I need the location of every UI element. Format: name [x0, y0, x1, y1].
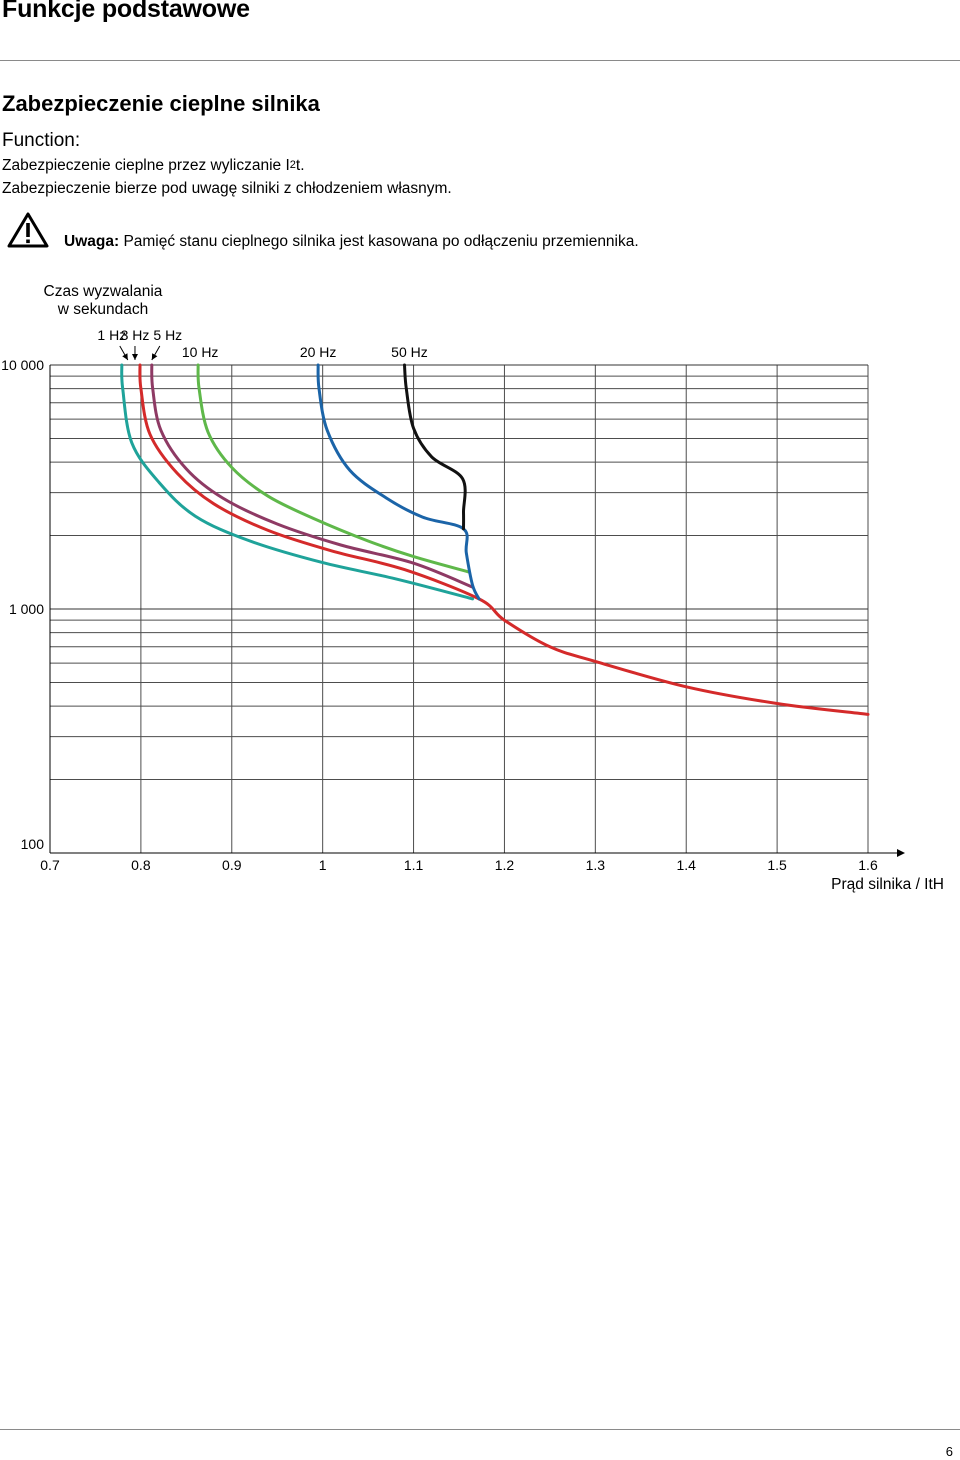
x-tick-label: 1.2 [495, 857, 515, 873]
series-curve-20-hz [316, 363, 481, 601]
series-label-50-hz: 50 Hz [391, 344, 428, 360]
series-curve-50-hz [403, 363, 467, 531]
chart-axes [49, 365, 905, 857]
description-line-1-superscript: 2 [289, 159, 296, 171]
warning-note-label: Uwaga: [64, 233, 120, 250]
series-label-5-hz: 5 Hz [153, 327, 182, 343]
description-line-1-prefix: Zabezpieczenie cieplne przez wyliczanie … [2, 157, 290, 174]
series-label-1-hz: 1 Hz [97, 327, 126, 343]
series-curve-10-hz [196, 363, 470, 574]
series-label-10-hz: 10 Hz [182, 344, 219, 360]
y-axis-label-line-2: w sekundach [57, 301, 148, 318]
series-label-20-hz: 20 Hz [300, 344, 337, 360]
page-footer: 6 [0, 1429, 960, 1460]
description-line-2: Zabezpieczenie bierze pod uwagę silniki … [2, 180, 452, 197]
description-line-1-suffix: t. [295, 157, 305, 174]
series-label-3-hz: 3 Hz [121, 327, 150, 343]
section-title: Zabezpieczenie cieplne silnika [2, 91, 320, 116]
series-curve-1-hz [120, 363, 475, 601]
x-tick-label: 0.8 [131, 857, 151, 873]
function-label: Function: [2, 130, 81, 151]
warning-note: Uwaga: Pamięć stanu cieplnego silnika je… [64, 233, 639, 251]
page-title: Funkcje podstawowe [2, 0, 250, 23]
x-tick-label: 1.5 [767, 857, 787, 873]
x-tick-label: 1.6 [858, 857, 878, 873]
tripping-curve-chart: Czas wyzwalania w sekundach Prąd silnika… [1, 283, 944, 893]
y-axis-label-line-1: Czas wyzwalania [44, 283, 163, 300]
warning-note-text: Pamięć stanu cieplnego silnika jest kaso… [123, 233, 639, 250]
chart-grid [50, 364, 869, 853]
x-tick-label: 0.9 [222, 857, 242, 873]
warning-triangle-icon [7, 212, 49, 248]
x-axis-arrow-icon [897, 849, 905, 857]
chart-curves [120, 363, 870, 716]
series-curve-3-hz [138, 363, 870, 716]
y-tick-label: 10 000 [1, 357, 44, 373]
page-header: Funkcje podstawowe [0, 0, 960, 61]
x-tick-labels: 0.7 0.8 0.9 1 1.1 1.2 1.3 1.4 1.5 1.6 [40, 857, 878, 873]
y-tick-label: 100 [21, 836, 45, 852]
page-number: 6 [945, 1444, 953, 1459]
series-label-pointer-arrow-icon [151, 353, 158, 360]
y-tick-labels: 10 000 1 000 100 [1, 357, 44, 852]
x-tick-label: 1 [319, 857, 327, 873]
x-tick-label: 0.7 [40, 857, 60, 873]
series-curve-5-hz [150, 363, 475, 589]
x-axis-label: Prąd silnika / ItH [831, 876, 944, 893]
series-label-pointer-arrow-icon [122, 353, 128, 360]
x-tick-label: 1.1 [404, 857, 424, 873]
y-tick-label: 1 000 [9, 601, 44, 617]
description-line-1: Zabezpieczenie cieplne przez wyliczanie … [2, 157, 305, 175]
x-tick-label: 1.3 [586, 857, 606, 873]
series-label-pointer-arrow-icon [131, 354, 138, 360]
x-tick-label: 1.4 [676, 857, 696, 873]
